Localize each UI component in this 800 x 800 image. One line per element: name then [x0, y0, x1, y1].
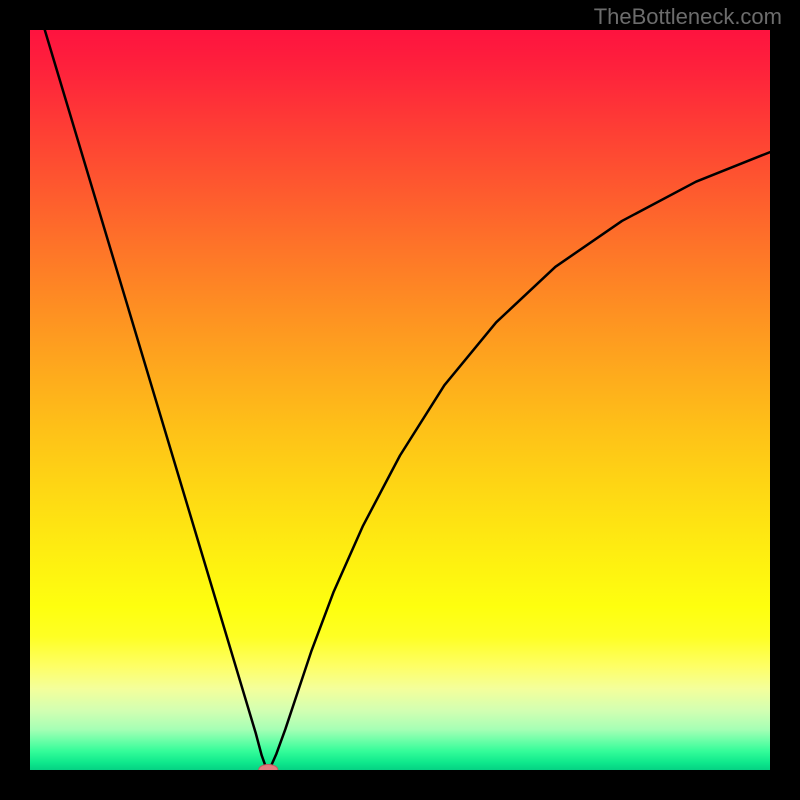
minimum-marker: [259, 764, 278, 770]
curve-layer: [30, 30, 770, 770]
watermark-text: TheBottleneck.com: [594, 4, 782, 30]
bottleneck-curve: [45, 30, 770, 770]
plot-frame: [30, 30, 770, 770]
chart-root: TheBottleneck.com: [0, 0, 800, 800]
